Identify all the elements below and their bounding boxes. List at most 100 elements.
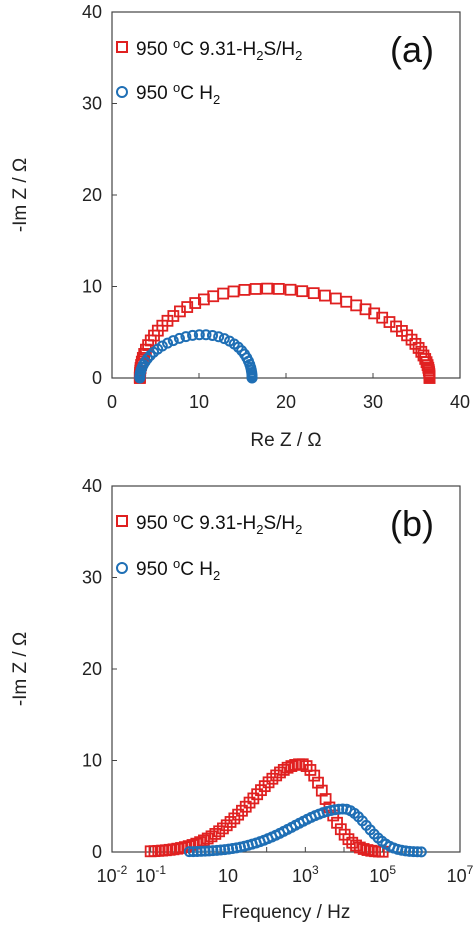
data-point-a [187,329,199,341]
data-point-b [277,763,290,776]
data-point-a [227,285,240,298]
x-tick-label-a: 30 [363,392,383,412]
y-tick-label-b: 30 [82,568,102,588]
series-group-a [133,282,436,384]
chart-a: 0 10 20 30 40 0 10 20 30 40 Re Z / Ω -Im Z / Ω (… [10,2,470,451]
data-point-b [211,844,223,856]
x-tick-label-b: 105 [369,863,396,886]
data-point-b [228,812,241,825]
x-tick-label-b: 10 [218,866,238,886]
data-point-a [249,283,262,295]
data-point-b [300,760,313,772]
x-tick-label-a: 40 [450,392,470,412]
data-point-a [217,287,230,300]
data-point-b [203,845,215,857]
data-point-a [218,333,230,345]
x-tick-exp: -2 [117,863,128,877]
data-point-b [207,845,219,857]
data-point-b [262,776,275,789]
data-point-b [285,760,298,772]
y-tick-label-a: 30 [82,94,102,114]
data-point-a [206,329,218,341]
x-tick-base: 10 [369,866,389,886]
data-point-a [284,283,297,296]
x-tick-exp: 7 [467,863,474,877]
data-point-b [319,793,332,805]
data-point-b [199,845,211,857]
x-axis-label-b: Frequency / Hz [222,902,351,923]
data-point-a [181,301,194,313]
legend-label-h2-a: 950 oC H2 [136,80,220,107]
data-point-b [407,846,419,858]
y-tick-label-b: 40 [82,476,102,496]
data-point-a [307,287,320,300]
y-tick-label-a: 10 [82,277,102,297]
y-tick-label-b: 20 [82,659,102,679]
data-point-b [308,769,321,782]
x-tick-base: 10 [292,866,312,886]
data-point-a [173,332,185,344]
data-point-a [200,329,212,341]
data-point-a [189,297,202,309]
x-tick-exp: -1 [155,863,166,877]
y-tick-label-a: 0 [92,368,102,388]
x-tick-base: 10 [447,866,467,886]
x-tick-exp: 5 [389,863,396,877]
x-tick-label-a: 0 [107,392,117,412]
data-point-b [357,843,370,855]
x-tick-label-b: 10-1 [135,863,166,886]
y-ticks-b: 0 10 20 30 40 [82,476,117,862]
series-b-1 [183,803,427,858]
y-tick-label-a: 20 [82,185,102,205]
data-point-a [180,331,192,343]
data-point-b [258,780,271,793]
x-tick-base: 10 [218,866,238,886]
x-tick-exp: 3 [312,863,319,877]
y-tick-label-b: 10 [82,751,102,771]
data-point-a [238,283,251,296]
data-point-b [191,845,203,857]
y-tick-label-a: 40 [82,2,102,22]
x-tick-label-b: 10-2 [97,863,128,886]
data-point-b [331,816,343,829]
data-point-b [236,804,248,817]
data-point-a [167,335,179,347]
data-point-b [213,825,226,838]
data-point-a [296,285,309,298]
legend-marker-circle-a [116,86,128,98]
x-tick-base: 10 [97,866,117,886]
series-group-b [144,758,427,858]
data-point-b [415,846,427,858]
data-point-b [404,845,416,857]
panel-label-a: (a) [390,29,434,70]
x-tick-base: 10 [135,866,155,886]
data-point-b [183,846,195,858]
data-point-a [423,372,436,384]
data-point-b [215,844,227,856]
data-point-b [333,803,345,815]
y-axis-label-a: -Im Z / Ω [10,158,31,232]
data-point-a [141,353,153,365]
legend-label-h2-b: 950 oC H2 [136,556,220,583]
data-point-b [217,822,229,835]
data-point-b [224,816,237,828]
series-a-1 [134,329,258,384]
legend-marker-square-b [116,515,128,527]
legend-marker-square-a [116,41,128,53]
data-point-b [329,804,341,816]
data-point-b [232,808,245,821]
data-point-b [342,833,355,846]
data-point-b [400,845,412,857]
data-point-a [329,292,342,305]
x-tick-label-a: 20 [276,392,296,412]
data-point-b [255,784,267,797]
x-tick-label-a: 10 [189,392,209,412]
x-ticks-a: 0 10 20 30 40 [107,373,470,412]
data-point-a [409,337,422,350]
data-point-b [266,772,279,785]
data-point-b [353,841,366,854]
data-point-a [246,372,258,384]
data-point-b [350,839,362,852]
